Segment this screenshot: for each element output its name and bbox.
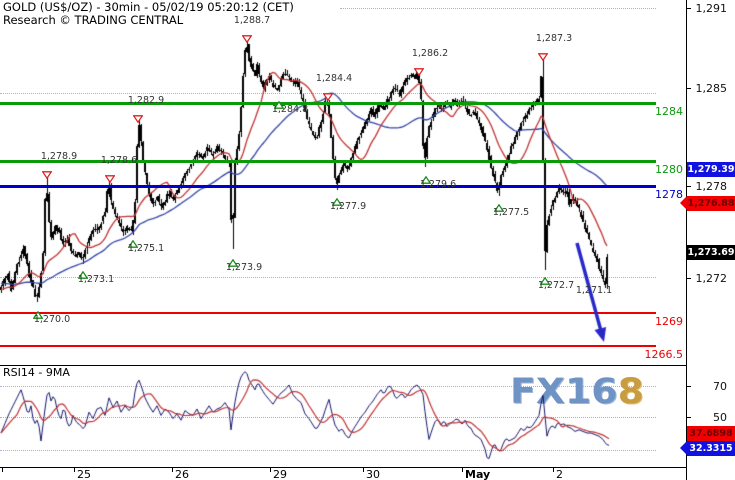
pivot-low-triangle-icon xyxy=(227,252,239,271)
pivot-low-triangle-icon xyxy=(32,304,44,323)
x-tick xyxy=(462,467,463,472)
x-tick xyxy=(172,467,173,472)
x-tick-label-2: 2 xyxy=(556,468,563,480)
current-low-label: 1,271.1 xyxy=(575,285,613,296)
price-badge-1,273.69: 1,273.69 xyxy=(687,244,735,260)
rsi-panel-label: RSI14 - 9MA xyxy=(3,366,70,379)
pivot-low-triangle-icon xyxy=(539,270,551,289)
pivot-low-label: 1,277.5 xyxy=(492,206,530,218)
pivot-low-triangle-icon xyxy=(331,191,343,210)
x-tick xyxy=(2,467,3,472)
y-tick-label: 1,278 xyxy=(695,180,728,193)
x-tick xyxy=(74,467,75,472)
price-badge-1,279.39: 1,279.39 xyxy=(687,161,735,177)
x-tick-label-May: May xyxy=(465,468,491,480)
pivot-low-label: 1,270.0 xyxy=(33,314,71,326)
pivot-high-label: 1,278.6 xyxy=(100,154,138,166)
pivot-low-label: 1,277.9 xyxy=(329,200,367,212)
chart-title: GOLD (US$/OZ) - 30min - 05/02/19 05:20:1… xyxy=(3,0,294,14)
level-label-1266.5: 1266.5 xyxy=(644,348,684,361)
pivot-low-triangle-icon xyxy=(77,264,89,283)
pivot-high-triangle-icon xyxy=(413,61,425,80)
y-tick-label: 1,291 xyxy=(695,2,728,15)
y-tick-1,272 xyxy=(686,278,691,279)
level-label-1284: 1284 xyxy=(655,105,683,118)
level-label-1269: 1269 xyxy=(655,315,683,328)
pivot-high-label: 1,288.7 xyxy=(233,14,271,26)
pivot-high-label: 1,282.9 xyxy=(127,94,165,106)
pivot-low-label: 1,275.1 xyxy=(127,243,165,255)
badge-arrow-tip xyxy=(680,440,687,455)
y-tick-1,278 xyxy=(686,186,691,187)
pivot-low-label: 1,272.7 xyxy=(537,280,575,292)
rsi-badge-32.3315: 32.3315 xyxy=(680,440,735,456)
rsi-tick-50 xyxy=(686,417,691,418)
pivot-high-triangle-icon xyxy=(322,86,334,105)
pivot-low-label: 1,279.6 xyxy=(419,179,457,190)
level-label-1280: 1280 xyxy=(655,163,683,176)
price-badge-1,276.88: 1,276.88 xyxy=(680,195,735,211)
rsi-badge-37.6898: 37.6898 xyxy=(687,425,735,441)
pivot-high-triangle-icon xyxy=(241,28,253,47)
pivot-high-label: 1,287.3 xyxy=(535,33,573,45)
pivot-high-triangle-icon xyxy=(104,168,116,187)
x-tick-label-26: 26 xyxy=(175,468,189,480)
pivot-high-triangle-icon xyxy=(41,164,53,183)
x-tick-label-30: 30 xyxy=(366,468,380,480)
pivot-high-label: 1,278.9 xyxy=(40,150,78,162)
pivot-low-label: 1,273.1 xyxy=(77,274,115,286)
pivot-low-triangle-icon xyxy=(273,94,285,113)
rsi-tick-label: 70 xyxy=(713,380,727,393)
pivot-low-triangle-icon xyxy=(420,169,432,188)
rsi-tick-70 xyxy=(686,386,691,387)
y-tick-label: 1,285 xyxy=(695,82,728,95)
y-tick-label: 1,272 xyxy=(695,272,728,285)
x-tick xyxy=(553,467,554,472)
chart-title-block: GOLD (US$/OZ) - 30min - 05/02/19 05:20:1… xyxy=(3,1,294,27)
pivot-low-label: 1,284.8 xyxy=(271,103,309,115)
pivot-high-triangle-icon xyxy=(132,108,144,127)
y-tick-1,285 xyxy=(686,88,691,89)
pivot-high-label: 1,284.4 xyxy=(315,72,353,84)
chart-source: Research © TRADING CENTRAL xyxy=(3,13,184,27)
pivot-high-label: 1,286.2 xyxy=(411,48,449,59)
level-label-1278: 1278 xyxy=(655,188,683,201)
pivot-low-triangle-icon xyxy=(127,233,139,252)
pivot-low-label: 1,273.9 xyxy=(225,261,263,273)
pivot-low-triangle-icon xyxy=(493,197,505,216)
rsi-tick-label: 50 xyxy=(713,411,727,424)
badge-arrow-tip xyxy=(680,195,687,210)
x-tick-label-29: 29 xyxy=(273,468,287,480)
x-tick-label-25: 25 xyxy=(77,468,91,480)
y-tick-1,291 xyxy=(686,8,691,9)
pivot-high-triangle-icon xyxy=(537,46,549,65)
x-tick xyxy=(363,467,364,472)
x-tick xyxy=(270,467,271,472)
